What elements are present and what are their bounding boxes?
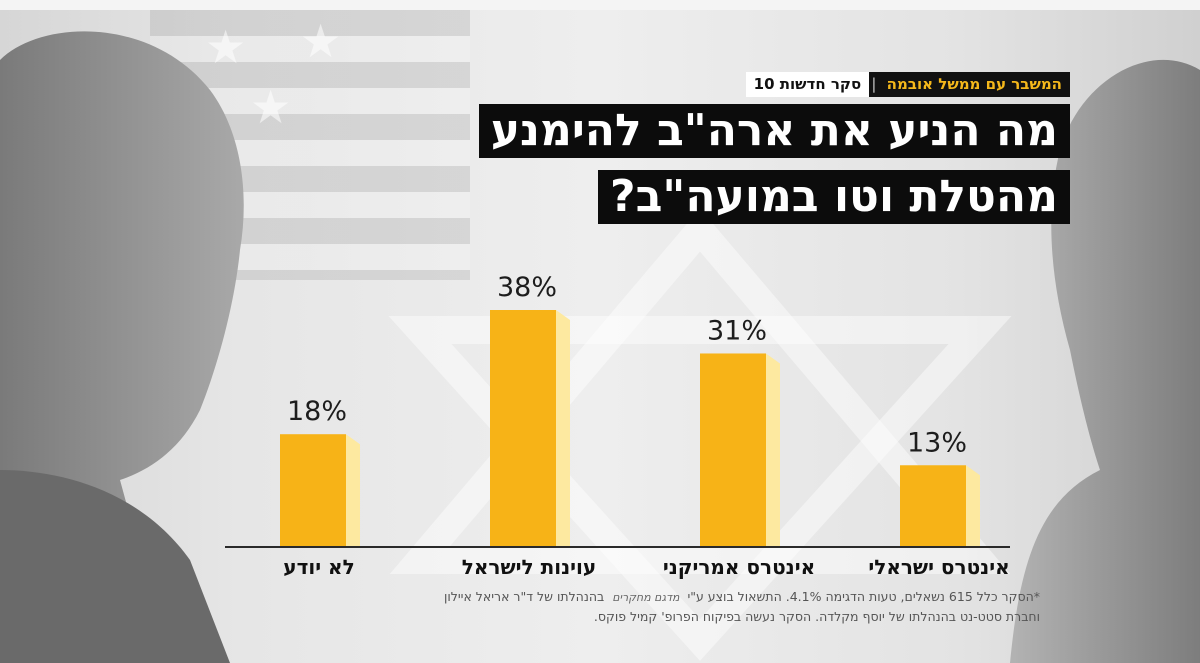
bar [490,310,556,546]
kicker-topic: המשבר עם ממשל אובמה [878,72,1070,97]
title-line-1: מה הניע את ארה"ב להימנע [478,104,1070,158]
bar-side [346,434,360,546]
kicker: המשבר עם ממשל אובמה | סקר חדשות 10 [745,72,1070,97]
bar-side [556,310,570,546]
bar [700,353,766,546]
star-icon: ★ [205,20,247,74]
title-line-2: מהטלת וטו במועה"ב? [598,170,1070,224]
data-label: 31% [707,315,767,346]
bar-side [966,465,980,546]
footnote-line-1b: בהנהלתו של ד"ר אריאל איילון [443,589,605,604]
data-label: 18% [287,396,347,427]
bar [900,465,966,546]
category-label: אינטרס ישראלי [868,555,1009,579]
data-label: 13% [907,427,967,458]
category-label: לא יודע [283,555,354,579]
footnote-line-2: וחברת סטט-נט בהנהלתו של יוסף מקלדה. הסקר… [593,609,1040,624]
footnote-line-1a: *הסקר כלל 615 נשאלים, טעות הדגימה 4.1%. … [687,589,1040,604]
category-label: אינטרס אמריקני [663,555,815,579]
bar [280,434,346,546]
kicker-poll-source: סקר חדשות 10 [745,72,870,97]
bar-side [766,353,780,546]
screen-bezel-top [0,0,1200,10]
pollster-logo: מדגם מחקרים [612,591,680,604]
data-label: 38% [497,272,557,303]
category-label: עוינות לישראל [462,555,596,579]
footnote: *הסקר כלל 615 נשאלים, טעות הדגימה 4.1%. … [380,587,1040,626]
star-icon: ★ [300,14,342,68]
kicker-separator: | [869,72,879,97]
star-icon: ★ [250,80,292,134]
